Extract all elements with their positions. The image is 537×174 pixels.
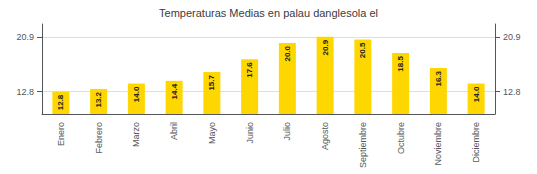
svg-text:Abril: Abril (169, 122, 179, 140)
svg-text:Febrero: Febrero (94, 122, 104, 154)
svg-text:14.4: 14.4 (170, 83, 179, 99)
svg-text:Julio: Julio (282, 122, 292, 141)
svg-text:20.9: 20.9 (321, 39, 330, 55)
svg-text:13.2: 13.2 (94, 91, 103, 107)
svg-text:20.0: 20.0 (283, 45, 292, 61)
svg-text:20.9: 20.9 (503, 32, 521, 42)
svg-text:Octubre: Octubre (396, 122, 406, 154)
svg-text:Septiembre: Septiembre (358, 122, 368, 168)
svg-text:12.8: 12.8 (503, 87, 521, 97)
svg-text:Marzo: Marzo (131, 122, 141, 147)
svg-text:20.9: 20.9 (16, 32, 34, 42)
svg-text:12.8: 12.8 (56, 94, 65, 110)
svg-text:Diciembre: Diciembre (471, 122, 481, 163)
svg-text:Mayo: Mayo (207, 122, 217, 144)
svg-text:18.5: 18.5 (396, 56, 405, 72)
svg-text:15.7: 15.7 (207, 75, 216, 91)
svg-text:Noviembre: Noviembre (433, 122, 443, 166)
svg-text:14.0: 14.0 (132, 86, 141, 102)
svg-text:Agosto: Agosto (320, 122, 330, 150)
svg-text:12.8: 12.8 (16, 87, 34, 97)
svg-text:17.6: 17.6 (245, 62, 254, 78)
svg-text:Enero: Enero (56, 122, 66, 146)
svg-text:14.0: 14.0 (472, 86, 481, 102)
svg-text:Temperaturas Medias en palau d: Temperaturas Medias en palau danglesola … (159, 7, 378, 19)
svg-text:Junio: Junio (245, 122, 255, 144)
svg-text:16.3: 16.3 (434, 70, 443, 86)
svg-text:20.5: 20.5 (358, 42, 367, 58)
